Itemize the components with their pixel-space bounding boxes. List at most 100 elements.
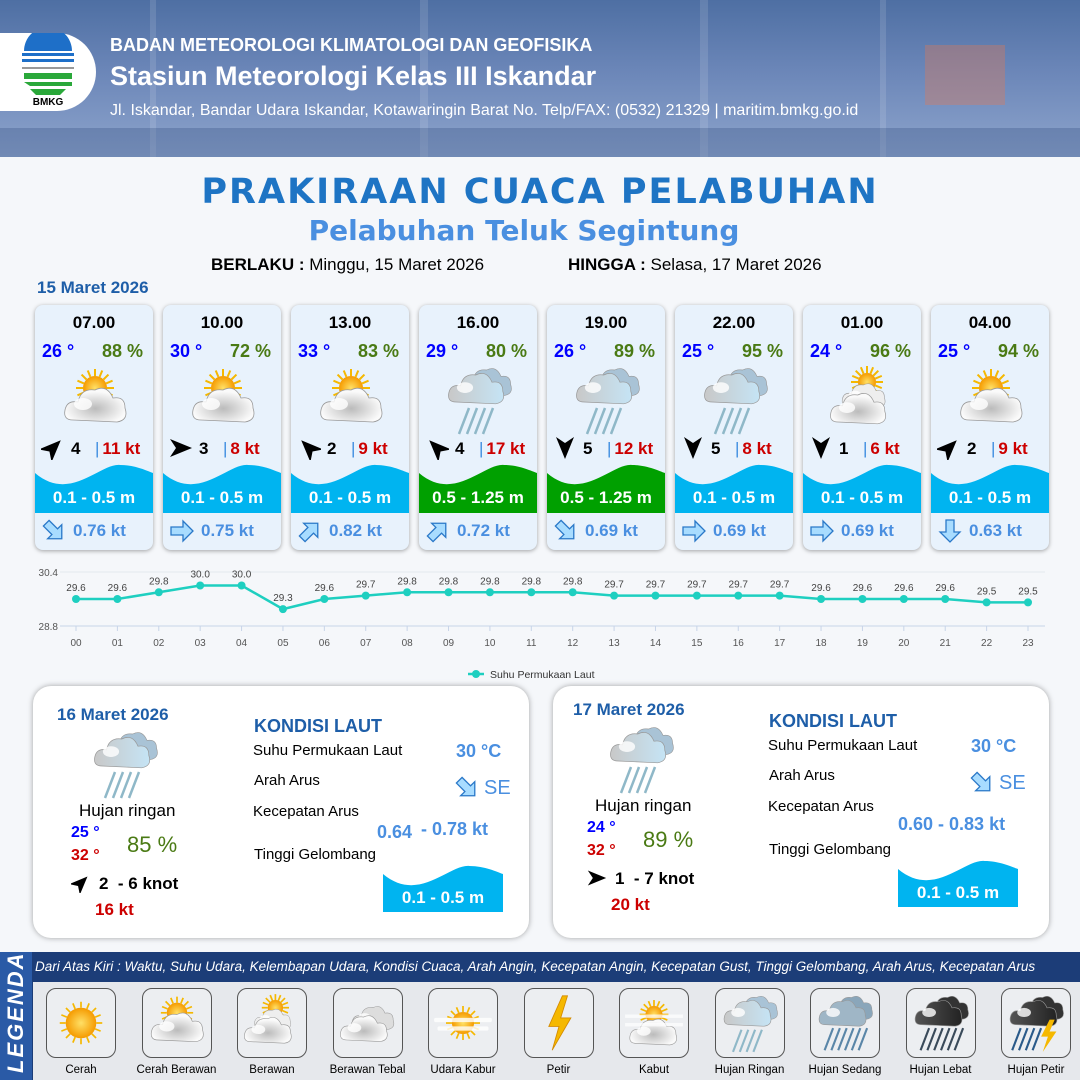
data-label: 29.8 bbox=[480, 576, 500, 587]
data-label: 29.7 bbox=[646, 580, 666, 591]
data-label: 29.8 bbox=[397, 576, 417, 587]
current-speed: 0.69 kt bbox=[713, 521, 766, 540]
data-point bbox=[320, 595, 329, 603]
min-temperature: 25 ° bbox=[71, 824, 100, 841]
legend-item-hujan-lebat: Hujan Lebat bbox=[905, 988, 977, 1076]
forecast-time: 04.00 bbox=[968, 313, 1012, 332]
wind-speed: 4 bbox=[71, 439, 81, 458]
data-label: 29.8 bbox=[149, 576, 169, 587]
sea-condition-title: KONDISI LAUT bbox=[769, 711, 897, 731]
wave-height: 0.1 - 0.5 m bbox=[692, 488, 776, 507]
berawan-icon bbox=[237, 988, 307, 1058]
wind-direction-arrow-icon bbox=[169, 436, 193, 460]
gust-value: 11 kt bbox=[102, 439, 141, 458]
wave-shape bbox=[931, 463, 1049, 513]
wind-speed: 2 bbox=[967, 439, 977, 458]
x-tick-label: 18 bbox=[815, 638, 827, 649]
hujan-ringan-icon bbox=[714, 988, 785, 1058]
forecast-time: 01.00 bbox=[840, 313, 884, 332]
current-direction-arrow-icon bbox=[681, 518, 707, 544]
data-label: 30.0 bbox=[190, 570, 210, 581]
legend-item-label: Udara Kabur bbox=[430, 1064, 496, 1076]
air-temperature: 33 ° bbox=[298, 341, 331, 361]
x-tick-label: 03 bbox=[195, 638, 207, 649]
wind-direction-arrow-icon bbox=[425, 436, 452, 463]
forecast-card: 16.00 29 ° 80 % 4 | 17 kt 0.5 - 1.25 m 0.… bbox=[419, 305, 537, 550]
weather-condition: Hujan ringan bbox=[595, 796, 692, 815]
wave-height: 0.5 - 1.25 m bbox=[560, 488, 652, 507]
wind-speed: 2 bbox=[327, 439, 337, 458]
forecast-time: 22.00 bbox=[712, 313, 756, 332]
data-point bbox=[568, 588, 577, 597]
wave-shape bbox=[383, 864, 503, 912]
x-tick-label: 15 bbox=[691, 638, 703, 649]
data-label: 29.6 bbox=[66, 583, 86, 594]
current-speed-value-max: - 0.78 kt bbox=[421, 819, 489, 839]
legend-item-label: Hujan Petir bbox=[1007, 1064, 1065, 1076]
cerah-berawan-weather-icon bbox=[183, 360, 263, 440]
hujan-ringan-weather-icon bbox=[695, 360, 775, 440]
current-direction-arrow-icon bbox=[937, 518, 963, 544]
humidity: 94 % bbox=[997, 341, 1039, 361]
current-direction-arrow-icon bbox=[41, 518, 67, 544]
page-title: PRAKIRAAN CUACA PELABUHAN bbox=[201, 172, 879, 212]
legend: LEGENDA Dari Atas Kiri : Waktu, Suhu Uda… bbox=[0, 951, 1080, 1080]
daily-forecast-panel: 17 Maret 2026 Hujan ringan 24 ° 32 ° 89 … bbox=[553, 686, 1049, 938]
data-point bbox=[154, 588, 163, 597]
sst-label: Suhu Permukaan Laut bbox=[768, 737, 918, 754]
air-temperature: 25 ° bbox=[682, 341, 715, 361]
valid-to-value: Selasa, 17 Maret 2026 bbox=[650, 255, 822, 274]
legend-item-petir: Petir bbox=[523, 988, 595, 1076]
cerah-berawan-weather-icon bbox=[951, 360, 1031, 440]
udara-kabur-icon bbox=[428, 988, 498, 1058]
humidity: 72 % bbox=[229, 341, 271, 361]
legend-description: Dari Atas Kiri : Waktu, Suhu Udara, Kele… bbox=[35, 959, 1036, 974]
gust-value: 6 kt bbox=[870, 439, 900, 458]
wave-shape bbox=[35, 463, 153, 513]
legend-item-berawan: Berawan bbox=[236, 988, 308, 1076]
series-line bbox=[76, 584, 1028, 611]
x-tick-label: 09 bbox=[443, 638, 455, 649]
gust-speed: | 9 kt bbox=[351, 439, 388, 458]
data-point bbox=[444, 588, 453, 597]
data-label: 29.3 bbox=[273, 593, 293, 604]
gust-speed: | 11 kt bbox=[95, 439, 141, 458]
current-direction-arrow-icon bbox=[169, 518, 195, 544]
humidity: 89 % bbox=[613, 341, 655, 361]
data-point bbox=[403, 588, 412, 597]
cerah-berawan-icon bbox=[141, 988, 212, 1058]
gust-value: 8 kt bbox=[742, 439, 772, 458]
data-label: 30.0 bbox=[232, 570, 252, 581]
forecast-time: 13.00 bbox=[328, 313, 372, 332]
wave-height: 0.1 - 0.5 m bbox=[820, 488, 904, 507]
y-tick-label: 28.8 bbox=[39, 622, 59, 633]
weather-condition: Hujan ringan bbox=[79, 801, 176, 820]
y-tick-label: 30.4 bbox=[39, 568, 59, 579]
legend-item-kabut: Kabut bbox=[618, 988, 690, 1076]
forecast-time: 10.00 bbox=[200, 313, 244, 332]
data-point bbox=[775, 591, 784, 600]
cerah-berawan-weather-icon bbox=[311, 360, 391, 440]
current-direction-arrow-icon bbox=[969, 770, 995, 796]
header-banner: BMKG BADAN METEOROLOGI KLIMATOLOGI DAN G… bbox=[0, 0, 1080, 157]
max-temperature: 32 ° bbox=[71, 847, 100, 864]
wave-height-label: Tinggi Gelombang bbox=[769, 841, 892, 858]
gust-speed: | 8 kt bbox=[223, 439, 260, 458]
x-tick-label: 19 bbox=[857, 638, 869, 649]
wind-speed: 3 bbox=[199, 439, 209, 458]
air-temperature: 26 ° bbox=[42, 341, 75, 361]
wind-speed: 4 bbox=[455, 439, 465, 458]
current-direction-label: Arah Arus bbox=[769, 767, 835, 784]
sea-surface-temperature-chart: 30.4 28.8 00 01 02 03 04 05 06 07 08 09 10 11 12 13 14 15… bbox=[39, 568, 1045, 681]
legend-item-label: Hujan Sedang bbox=[808, 1064, 882, 1076]
humidity: 96 % bbox=[869, 341, 911, 361]
data-point bbox=[692, 591, 701, 600]
valid-to: HINGGA : Selasa, 17 Maret 2026 bbox=[568, 255, 822, 275]
gust-value: 8 kt bbox=[230, 439, 260, 458]
x-tick-label: 17 bbox=[774, 638, 786, 649]
station-name: Stasiun Meteorologi Kelas III Iskandar bbox=[110, 61, 597, 91]
current-direction-value: SE bbox=[999, 772, 1026, 794]
current-speed: 0.72 kt bbox=[457, 521, 510, 540]
data-label: 29.6 bbox=[811, 583, 831, 594]
data-label: 29.5 bbox=[977, 586, 997, 597]
